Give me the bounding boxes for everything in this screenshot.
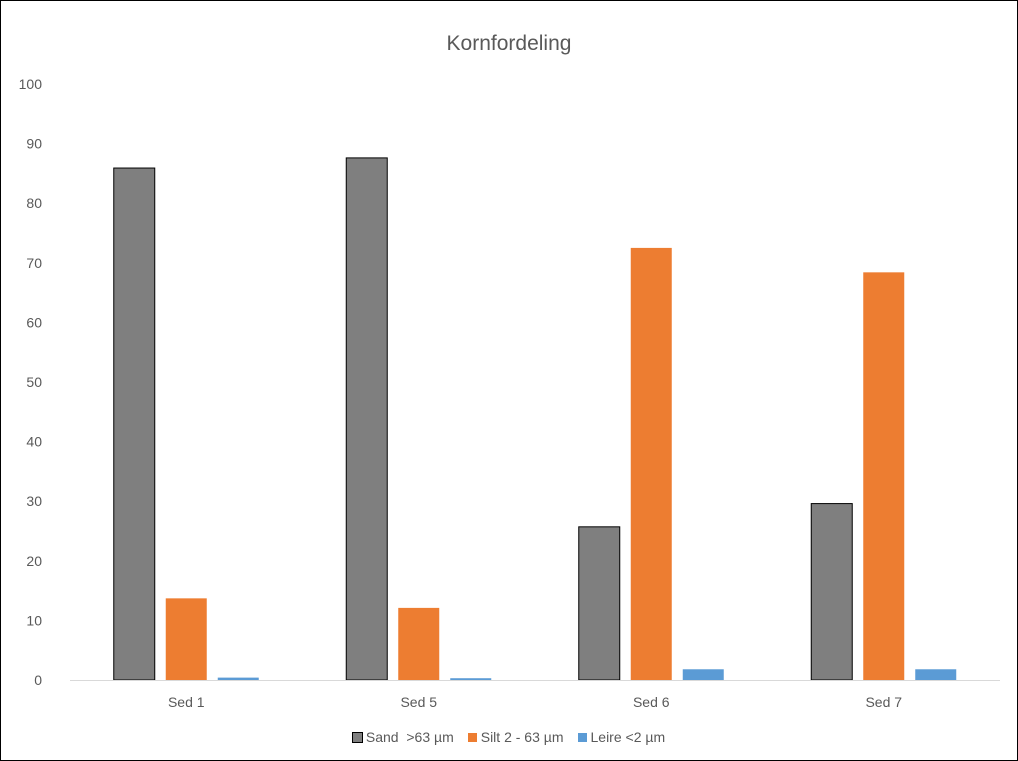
bar-sed-5-series-1	[345, 157, 388, 681]
y-tick-label: 50	[26, 374, 42, 390]
y-tick-label: 20	[26, 553, 42, 569]
y-tick-label: 80	[26, 195, 42, 211]
y-tick-label: 60	[26, 314, 42, 330]
y-tick-label: 10	[26, 612, 42, 628]
x-tick-label: Sed 1	[168, 694, 205, 710]
bar-sed-6-series-2	[630, 247, 672, 680]
bar-sed-1-series-1	[113, 167, 156, 681]
y-tick-label: 30	[26, 493, 42, 509]
legend-swatch	[467, 732, 477, 742]
legend-item: Silt 2 - 63 µm	[467, 729, 564, 745]
bar-sed-1-series-2	[165, 598, 207, 680]
y-tick-label: 90	[26, 136, 42, 152]
legend-item: Sand >63 µm	[351, 729, 454, 745]
bar-sed-5-series-2	[398, 607, 440, 680]
legend-label: Sand >63 µm	[365, 729, 454, 745]
legend: Sand >63 µm Silt 2 - 63 µm Leire <2 µm	[0, 729, 1018, 745]
legend-swatch	[351, 731, 363, 743]
y-tick-label: 40	[26, 434, 42, 450]
chart-title: Kornfordeling	[446, 32, 572, 55]
bar-sed-7-series-3	[915, 669, 957, 680]
bar-sed-7-series-2	[863, 272, 905, 680]
legend-label: Leire <2 µm	[590, 729, 666, 745]
y-tick-label: 100	[19, 76, 43, 92]
x-tick-label: Sed 7	[865, 694, 902, 710]
x-tick-label: Sed 5	[400, 694, 437, 710]
bar-sed-6-series-1	[578, 526, 621, 681]
x-tick-label: Sed 6	[633, 694, 670, 710]
legend-swatch	[577, 732, 587, 742]
legend-label: Silt 2 - 63 µm	[480, 729, 564, 745]
bar-sed-7-series-1	[810, 503, 853, 681]
y-tick-label: 0	[34, 672, 42, 688]
bar-sed-1-series-3	[217, 677, 259, 680]
legend-item: Leire <2 µm	[577, 729, 666, 745]
bar-sed-6-series-3	[682, 669, 724, 680]
y-tick-label: 70	[26, 255, 42, 271]
bar-sed-5-series-3	[450, 678, 492, 680]
